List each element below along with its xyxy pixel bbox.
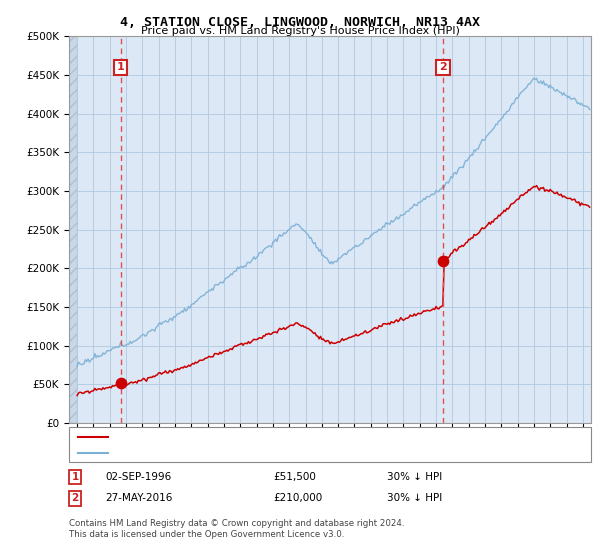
Text: Contains HM Land Registry data © Crown copyright and database right 2024.
This d: Contains HM Land Registry data © Crown c…: [69, 519, 404, 539]
Text: £51,500: £51,500: [273, 472, 316, 482]
Text: 4, STATION CLOSE, LINGWOOD, NORWICH, NR13 4AX (detached house): 4, STATION CLOSE, LINGWOOD, NORWICH, NR1…: [114, 432, 463, 442]
Text: 30% ↓ HPI: 30% ↓ HPI: [387, 472, 442, 482]
Text: HPI: Average price, detached house, Broadland: HPI: Average price, detached house, Broa…: [114, 447, 344, 458]
Text: Price paid vs. HM Land Registry's House Price Index (HPI): Price paid vs. HM Land Registry's House …: [140, 26, 460, 36]
Point: [116, 379, 125, 388]
Text: 1: 1: [117, 62, 125, 72]
Point: [438, 256, 448, 265]
Text: 1: 1: [71, 472, 79, 482]
Text: 2: 2: [71, 493, 79, 503]
Text: 2: 2: [439, 62, 447, 72]
Text: 27-MAY-2016: 27-MAY-2016: [105, 493, 172, 503]
Text: £210,000: £210,000: [273, 493, 322, 503]
Bar: [69, 36, 77, 423]
Text: 4, STATION CLOSE, LINGWOOD, NORWICH, NR13 4AX: 4, STATION CLOSE, LINGWOOD, NORWICH, NR1…: [120, 16, 480, 29]
Text: 02-SEP-1996: 02-SEP-1996: [105, 472, 171, 482]
Text: 30% ↓ HPI: 30% ↓ HPI: [387, 493, 442, 503]
